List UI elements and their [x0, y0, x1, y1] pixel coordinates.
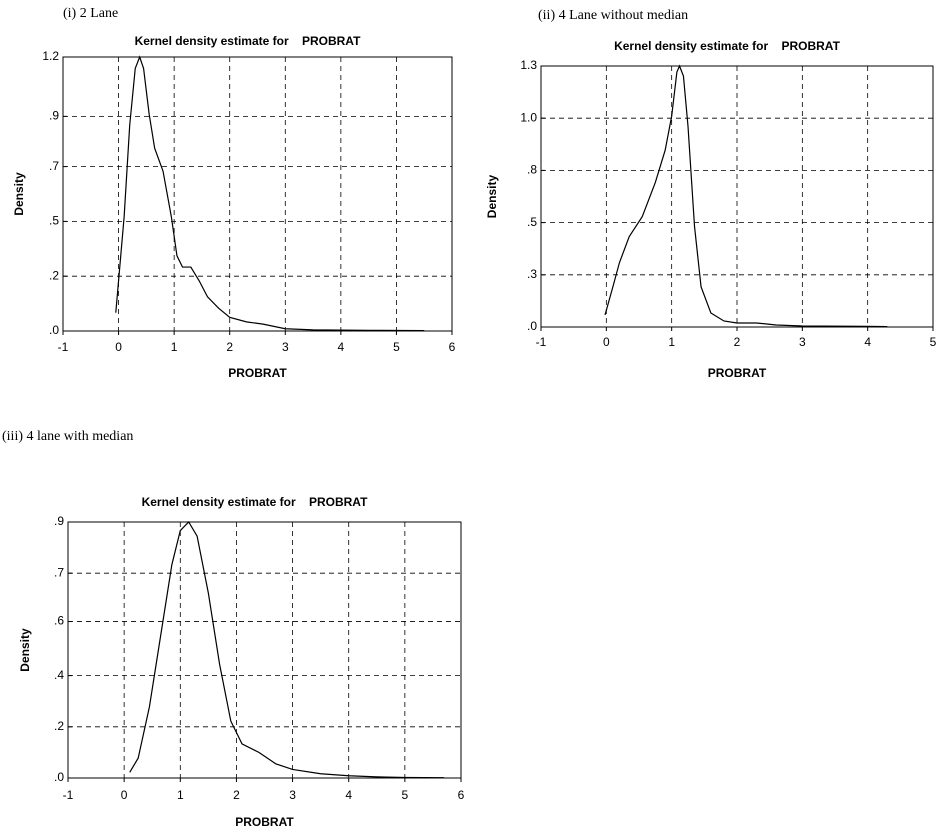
y-tick-label: .4 [54, 668, 64, 682]
x-tick-label: 0 [121, 788, 128, 802]
x-tick-label: 3 [799, 335, 806, 349]
y-tick-label: 1.3 [520, 58, 537, 72]
caption: (i) 2 Lane [63, 6, 118, 21]
x-tick-label: 4 [345, 788, 352, 802]
density-curve [115, 55, 425, 332]
y-tick-label: .9 [54, 514, 64, 528]
x-axis-label: PROBRAT [235, 815, 294, 829]
y-tick-label: .9 [49, 109, 59, 123]
chart-title: Kernel density estimate for PROBRAT [614, 39, 840, 53]
x-tick-label: -1 [63, 788, 74, 802]
plot-frame [540, 65, 934, 328]
x-tick-label: 0 [115, 340, 122, 354]
x-tick-label: 6 [449, 340, 456, 354]
y-tick-label: .0 [54, 770, 64, 784]
x-tick-label: -1 [58, 340, 69, 354]
x-tick-label: 4 [338, 340, 345, 354]
x-tick-label: 5 [393, 340, 400, 354]
y-tick-label: .8 [527, 163, 537, 177]
y-tick-label: 1.2 [42, 49, 59, 63]
x-tick-label: -1 [536, 335, 547, 349]
plot-frame [62, 56, 453, 332]
x-axis-label: PROBRAT [228, 366, 287, 380]
y-tick-label: .0 [527, 319, 537, 333]
plot-frame [67, 521, 462, 779]
x-tick-label: 3 [282, 340, 289, 354]
x-tick-label: 5 [930, 335, 937, 349]
chart-title: Kernel density estimate for PROBRAT [142, 495, 368, 509]
y-tick-label: .0 [49, 323, 59, 337]
y-tick-label: .7 [49, 159, 59, 173]
x-tick-label: 2 [734, 335, 741, 349]
y-tick-label: .5 [49, 214, 59, 228]
caption: (ii) 4 Lane without median [538, 8, 688, 23]
y-tick-label: .2 [54, 719, 64, 733]
x-tick-label: 1 [668, 335, 675, 349]
y-axis-label: Density [12, 172, 26, 216]
y-tick-label: 1.0 [520, 110, 537, 124]
x-axis-label: PROBRAT [708, 366, 767, 380]
y-tick-label: .7 [54, 565, 64, 579]
y-tick-label: .6 [54, 614, 64, 628]
x-tick-label: 1 [171, 340, 178, 354]
density-curve [129, 521, 445, 779]
y-tick-label: .5 [527, 215, 537, 229]
chart-title: Kernel density estimate for PROBRAT [135, 34, 361, 48]
x-tick-label: 4 [864, 335, 871, 349]
x-tick-label: 2 [226, 340, 233, 354]
x-tick-label: 5 [402, 788, 409, 802]
y-axis-label: Density [485, 175, 499, 219]
x-tick-label: 2 [233, 788, 240, 802]
y-axis-label: Density [18, 628, 32, 672]
x-tick-label: 0 [603, 335, 610, 349]
y-tick-label: .3 [527, 267, 537, 281]
y-tick-label: .2 [49, 268, 59, 282]
x-tick-label: 3 [289, 788, 296, 802]
caption: (iii) 4 lane with median [2, 429, 133, 444]
x-tick-label: 6 [458, 788, 465, 802]
x-tick-label: 1 [177, 788, 184, 802]
density-curve [604, 64, 888, 328]
